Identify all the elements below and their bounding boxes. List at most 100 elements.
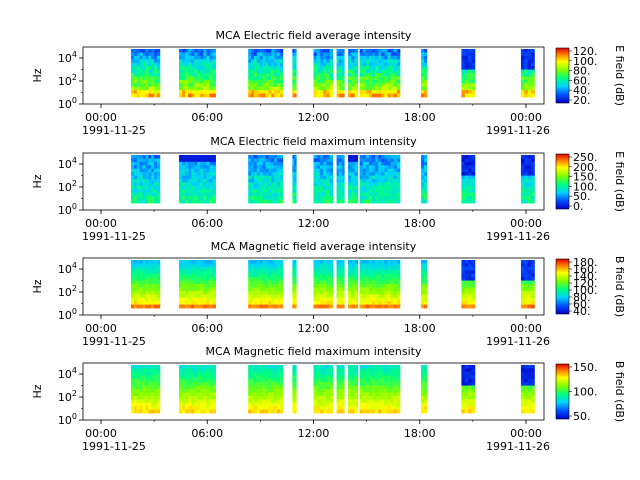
spectrogram-cell bbox=[384, 270, 388, 275]
spectrogram-cell bbox=[393, 66, 398, 70]
spectrogram-cell bbox=[259, 287, 263, 292]
spectrogram-cell bbox=[387, 399, 392, 404]
spectrogram-cell bbox=[277, 62, 281, 67]
spectrogram-cell bbox=[253, 52, 258, 57]
spectrogram-cell bbox=[131, 62, 135, 67]
spectrogram-cell bbox=[372, 301, 376, 305]
spectrogram-cell bbox=[262, 263, 266, 268]
spectrogram-cell bbox=[294, 371, 297, 376]
spectrogram-cell bbox=[133, 196, 138, 200]
spectrogram-cell bbox=[393, 179, 398, 183]
spectrogram-cell bbox=[206, 294, 210, 299]
spectrogram-cell bbox=[365, 297, 370, 302]
spectrogram-cell bbox=[151, 368, 155, 373]
spectrogram-cell bbox=[384, 365, 388, 369]
spectrogram-cell bbox=[256, 304, 261, 309]
spectrogram-cell bbox=[256, 175, 261, 180]
spectrogram-cell bbox=[265, 277, 269, 281]
spectrogram-cell bbox=[471, 161, 476, 166]
spectrogram-cell bbox=[359, 375, 364, 380]
spectrogram-cell bbox=[251, 155, 255, 159]
spectrogram-cell bbox=[262, 69, 266, 74]
spectrogram-cell bbox=[179, 406, 183, 410]
spectrogram-cell bbox=[471, 304, 476, 309]
spectrogram-cell bbox=[182, 301, 186, 305]
spectrogram-cell bbox=[206, 385, 210, 390]
spectrogram-cell bbox=[197, 301, 201, 305]
spectrogram-cell bbox=[387, 76, 392, 81]
spectrogram-cell bbox=[326, 378, 330, 383]
spectrogram-cell bbox=[148, 76, 152, 81]
spectrogram-cell bbox=[461, 175, 466, 180]
spectrogram-cell bbox=[179, 76, 183, 81]
spectrogram-cell bbox=[468, 161, 472, 166]
spectrogram-cell bbox=[151, 304, 155, 309]
spectrogram-cell bbox=[179, 378, 183, 383]
spectrogram-cell bbox=[423, 382, 428, 386]
y-axis-label: Hz bbox=[31, 174, 44, 188]
spectrogram-cell bbox=[341, 189, 345, 194]
spectrogram-cell bbox=[520, 260, 525, 264]
spectrogram-cell bbox=[339, 266, 343, 271]
spectrogram-cell bbox=[268, 284, 272, 288]
data-segment bbox=[313, 365, 334, 414]
spectrogram-cell bbox=[248, 287, 252, 292]
spectrogram-cell bbox=[200, 52, 204, 57]
spectrogram-cell bbox=[154, 182, 158, 187]
spectrogram-cell bbox=[206, 62, 210, 67]
spectrogram-cell bbox=[524, 189, 529, 194]
spectrogram-cell bbox=[372, 266, 376, 271]
spectrogram-cell bbox=[378, 62, 382, 67]
spectrogram-cell bbox=[206, 168, 210, 173]
spectrogram-cell bbox=[156, 406, 161, 410]
spectrogram-cell bbox=[326, 263, 330, 268]
spectrogram-cell bbox=[294, 270, 297, 275]
spectrogram-cell bbox=[348, 375, 352, 380]
spectrogram-cell bbox=[292, 371, 295, 376]
spectrogram-cell bbox=[381, 301, 385, 305]
spectrogram-cell bbox=[359, 179, 364, 183]
spectrogram-cell bbox=[197, 385, 201, 390]
spectrogram-cell bbox=[362, 196, 367, 200]
spectrogram-cell bbox=[375, 375, 379, 380]
spectrogram-cell bbox=[387, 182, 392, 187]
spectrogram-cell bbox=[323, 382, 327, 386]
spectrogram-cell bbox=[323, 69, 327, 74]
spectrogram-cell bbox=[527, 294, 532, 299]
spectrogram-cell bbox=[279, 378, 284, 383]
spectrogram-cell bbox=[294, 55, 297, 60]
spectrogram-cell bbox=[256, 69, 261, 74]
spectrogram-cell bbox=[156, 59, 161, 64]
colorbar-label: B field (dB) bbox=[613, 256, 626, 317]
spectrogram-cell bbox=[531, 371, 535, 376]
spectrogram-cell bbox=[378, 192, 382, 197]
spectrogram-cell bbox=[461, 179, 466, 183]
spectrogram-cell bbox=[156, 260, 161, 264]
spectrogram-cell bbox=[268, 62, 272, 67]
spectrogram-cell bbox=[212, 158, 216, 163]
spectrogram-cell bbox=[365, 375, 370, 380]
spectrogram-cell bbox=[368, 385, 373, 390]
spectrogram-cell bbox=[274, 196, 278, 200]
spectrogram-cell bbox=[209, 297, 213, 302]
spectrogram-cell bbox=[378, 389, 382, 393]
spectrogram-cell bbox=[203, 73, 207, 77]
spectrogram-cell bbox=[351, 79, 355, 84]
spectrogram-cell bbox=[268, 368, 272, 373]
spectrogram-cell bbox=[142, 73, 146, 77]
spectrogram-cell bbox=[206, 399, 210, 404]
spectrogram-cell bbox=[179, 161, 183, 166]
data-segment bbox=[359, 155, 401, 204]
spectrogram-cell bbox=[461, 62, 466, 67]
spectrogram-cell bbox=[194, 175, 198, 180]
spectrogram-cell bbox=[148, 266, 152, 271]
spectrogram-cell bbox=[259, 277, 263, 281]
spectrogram-cell bbox=[197, 280, 201, 285]
spectrogram-cell bbox=[384, 192, 388, 197]
spectrogram-cell bbox=[341, 371, 345, 376]
spectrogram-cell bbox=[362, 395, 367, 400]
spectrogram-cell bbox=[524, 76, 529, 81]
spectrogram-cell bbox=[372, 189, 376, 194]
spectrogram-cell bbox=[381, 375, 385, 380]
spectrogram-cell bbox=[271, 185, 275, 190]
